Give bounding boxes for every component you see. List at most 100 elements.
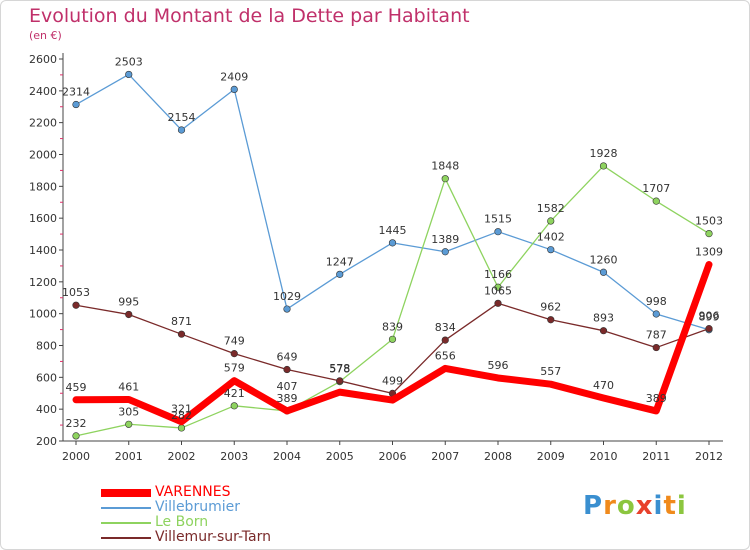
data-point <box>441 175 449 183</box>
data-label: 282 <box>171 409 192 422</box>
x-tick-label: 2006 <box>379 450 407 463</box>
data-point <box>72 432 80 440</box>
data-point <box>72 100 80 109</box>
data-point <box>494 228 502 236</box>
data-point <box>72 301 80 309</box>
x-tick-label: 2005 <box>326 450 354 463</box>
logo-letter: r <box>603 491 617 521</box>
y-tick-label: 1600 <box>29 212 57 225</box>
data-point <box>599 327 608 335</box>
x-tick-label: 2000 <box>62 450 90 463</box>
data-label: 1247 <box>326 255 354 268</box>
data-point <box>283 305 291 313</box>
legend-item: Villebrumier <box>101 499 341 516</box>
chart-subtitle: (en €) <box>29 29 62 42</box>
data-label: 305 <box>118 405 139 418</box>
data-point <box>547 316 555 324</box>
data-label: 1503 <box>695 215 723 228</box>
data-label: 871 <box>171 315 192 328</box>
data-label: 1166 <box>484 268 512 281</box>
data-label: 998 <box>646 295 667 308</box>
data-label: 1053 <box>62 286 90 299</box>
y-tick-label: 400 <box>36 403 57 416</box>
chart-title: Evolution du Montant de la Dette par Hab… <box>29 5 470 27</box>
y-tick-label: 2400 <box>29 85 57 98</box>
data-label: 1402 <box>537 231 565 244</box>
logo-letter: x <box>635 491 654 521</box>
x-tick-label: 2007 <box>431 450 459 463</box>
data-label: 1445 <box>379 224 407 237</box>
data-label: 1260 <box>590 253 618 266</box>
data-point <box>494 299 502 307</box>
series-line-varennes <box>72 260 713 426</box>
legend-label: Villebrumier <box>155 499 240 515</box>
data-label: 461 <box>118 380 139 393</box>
y-tick-label: 2600 <box>29 53 57 66</box>
x-tick-label: 2011 <box>642 450 670 463</box>
data-label: 1582 <box>537 202 565 215</box>
legend-label: Villemur-sur-Tarn <box>155 529 271 545</box>
legend-swatch <box>101 489 151 497</box>
data-point <box>494 283 502 291</box>
data-point <box>547 246 555 254</box>
data-point <box>599 268 608 276</box>
x-tick-label: 2004 <box>273 450 301 463</box>
data-point <box>125 70 133 79</box>
data-label: 2503 <box>115 55 143 68</box>
data-point <box>230 402 238 410</box>
data-point <box>652 310 660 318</box>
y-tick-label: 2200 <box>29 117 57 130</box>
legend-swatch <box>101 522 151 524</box>
data-label: 1389 <box>431 233 459 246</box>
logo-letter: t <box>663 491 677 521</box>
data-label: 899 <box>699 311 720 324</box>
legend-label: VARENNES <box>155 484 231 500</box>
data-label: 421 <box>224 387 245 400</box>
data-label: 578 <box>329 363 350 376</box>
data-point <box>547 217 555 225</box>
legend-item: Villemur-sur-Tarn <box>101 529 341 546</box>
data-label: 1707 <box>642 182 670 195</box>
y-tick-label: 800 <box>36 340 57 353</box>
data-point <box>177 126 186 134</box>
data-label: 1309 <box>695 245 723 258</box>
data-label: 470 <box>593 379 614 392</box>
data-point <box>599 162 608 170</box>
data-point <box>705 230 713 238</box>
data-point <box>125 310 133 319</box>
data-label: 656 <box>435 349 456 362</box>
data-label: 2314 <box>62 86 90 99</box>
data-label: 2409 <box>220 70 248 83</box>
data-label: 649 <box>277 351 298 364</box>
data-point <box>336 270 344 278</box>
data-point <box>705 325 713 333</box>
data-label: 749 <box>224 335 245 348</box>
data-label: 893 <box>593 312 614 325</box>
legend-item: Le Born <box>101 514 341 531</box>
data-point <box>441 248 449 256</box>
logo-letter: i <box>676 491 687 521</box>
data-label: 578 <box>329 362 350 375</box>
data-label: 389 <box>646 392 667 405</box>
data-point <box>441 336 449 344</box>
x-tick-label: 2003 <box>220 450 248 463</box>
x-tick-label: 2012 <box>695 450 723 463</box>
legend-swatch <box>101 507 151 509</box>
proxiti-logo: Proxiti <box>583 491 687 521</box>
y-tick-label: 600 <box>36 371 57 384</box>
data-point <box>388 239 397 247</box>
data-point <box>125 420 133 428</box>
y-tick-label: 1000 <box>29 308 57 321</box>
logo-letter: P <box>583 491 604 521</box>
data-label: 1928 <box>590 147 618 160</box>
data-point <box>177 424 186 432</box>
data-label: 834 <box>435 321 456 334</box>
data-point <box>652 343 660 352</box>
data-label: 1515 <box>484 213 512 226</box>
legend-label: Le Born <box>155 514 209 530</box>
y-tick-label: 1400 <box>29 244 57 257</box>
data-point <box>177 330 186 338</box>
data-point <box>336 377 344 385</box>
y-tick-label: 1200 <box>29 276 57 289</box>
data-label: 321 <box>171 403 192 416</box>
